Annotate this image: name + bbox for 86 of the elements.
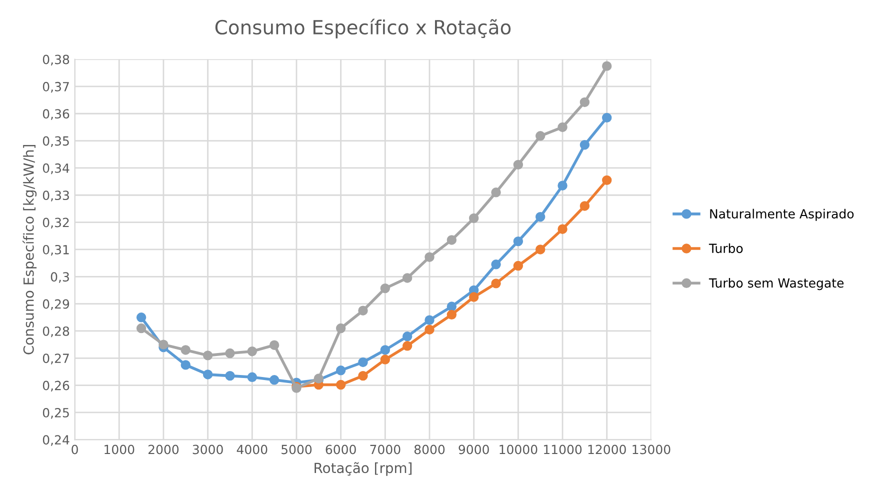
point: [402, 332, 412, 342]
y-tick-label: 0,31: [42, 244, 69, 256]
x-tick-label: 6000: [326, 444, 356, 454]
legend-label: Turbo: [708, 243, 743, 254]
point: [535, 131, 546, 141]
legend-label: Turbo sem Wastegate: [708, 278, 844, 290]
x-tick-label: 0: [72, 444, 78, 454]
y-tick-label: 0,27: [42, 354, 69, 364]
y-tick-label: 0,37: [42, 82, 69, 93]
x-tick-label: 10000: [500, 444, 538, 454]
point: [380, 283, 390, 294]
point: [358, 306, 368, 316]
point: [558, 224, 568, 234]
y-tick-label: 0,33: [42, 190, 69, 202]
point: [180, 360, 191, 370]
x-tick-label: 1000: [104, 444, 134, 454]
y-tick-label: 0,35: [42, 136, 69, 147]
y-tick-label: 0,24: [42, 435, 70, 446]
point: [247, 372, 258, 382]
point: [446, 310, 457, 320]
point: [402, 273, 412, 283]
point: [446, 235, 457, 245]
point: [513, 160, 524, 170]
point: [602, 61, 612, 71]
x-tick-label: 8000: [414, 444, 445, 454]
point: [358, 370, 368, 381]
point: [336, 366, 346, 376]
point: [225, 348, 235, 358]
point: [202, 350, 213, 360]
point: [424, 252, 434, 262]
point: [602, 112, 612, 123]
point: [336, 380, 346, 390]
point: [380, 345, 390, 355]
point: [136, 312, 146, 322]
x-tick-label: 12000: [588, 444, 626, 454]
x-tick-label: 7000: [370, 444, 400, 454]
point: [580, 140, 590, 150]
point: [468, 292, 479, 302]
point: [247, 346, 258, 356]
point: [513, 260, 524, 271]
point: [202, 370, 213, 380]
point: [535, 212, 546, 222]
x-tick-label: 2000: [148, 444, 179, 454]
point: [402, 341, 412, 351]
point: [491, 278, 501, 288]
y-tick-label: 0,3: [50, 272, 69, 283]
y-tick-label: 0,38: [42, 54, 70, 66]
point: [336, 323, 346, 334]
point: [225, 370, 235, 381]
y-tick-label: 0,36: [42, 109, 70, 120]
point: [468, 213, 479, 224]
y-tick-label: 0,28: [42, 326, 70, 338]
x-tick-label: 5000: [282, 444, 312, 454]
y-tick-label: 0,32: [42, 218, 69, 228]
point: [602, 175, 612, 186]
point: [491, 188, 501, 198]
point: [491, 260, 501, 270]
point: [580, 201, 590, 211]
point: [269, 375, 280, 385]
point: [580, 97, 590, 108]
point: [558, 180, 568, 190]
y-tick-label: 0,26: [42, 380, 70, 392]
y-axis-title: Consumo Específico [kg/kW/h]: [22, 145, 37, 354]
point: [158, 340, 168, 350]
point: [358, 357, 368, 368]
x-tick-label: 13000: [632, 444, 670, 454]
chart-title: Consumo Específico x Rotação: [215, 18, 511, 38]
x-axis-title: Rotação [rpm]: [314, 462, 412, 476]
point: [558, 122, 568, 132]
point: [535, 244, 546, 254]
x-tick-label: 3000: [192, 444, 223, 454]
point: [380, 354, 390, 364]
legend-label: Naturalmente Aspirado: [710, 208, 854, 221]
y-tick-label: 0,29: [42, 299, 70, 310]
point: [269, 340, 280, 350]
point: [513, 236, 524, 246]
point: [424, 324, 434, 334]
y-tick-label: 0,34: [42, 163, 70, 174]
point: [180, 345, 191, 355]
y-tick-label: 0,25: [42, 408, 69, 419]
x-tick-label: 4000: [236, 444, 268, 454]
x-tick-label: 11000: [544, 444, 582, 454]
x-tick-label: 9000: [458, 444, 489, 454]
point: [136, 323, 146, 334]
point: [446, 302, 457, 312]
point: [424, 315, 434, 325]
